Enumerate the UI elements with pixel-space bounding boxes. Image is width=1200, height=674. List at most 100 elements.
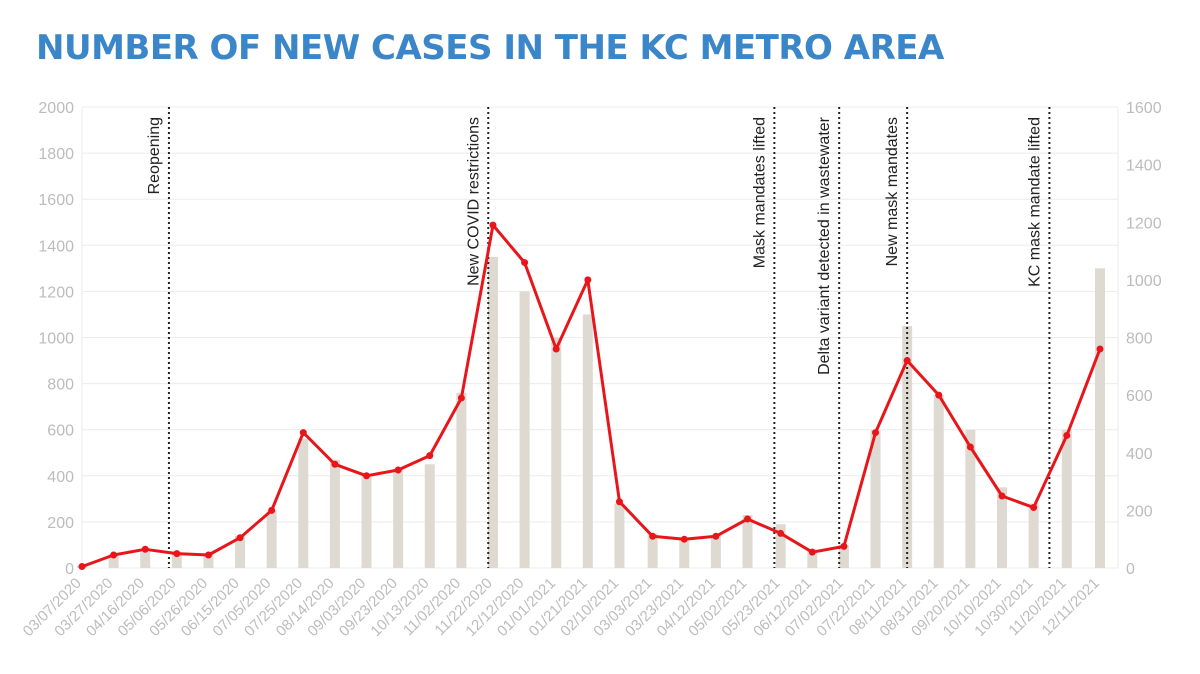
- bar: [456, 392, 467, 568]
- grid-lines: [81, 106, 1119, 569]
- line-point: [363, 472, 371, 480]
- line-point: [615, 498, 623, 506]
- bar: [551, 337, 562, 568]
- bar: [647, 533, 658, 568]
- line-point: [712, 532, 720, 540]
- bar: [487, 256, 498, 568]
- annotation-label: New COVID restrictions: [465, 117, 482, 286]
- bar: [203, 554, 214, 568]
- y-tick-label: 1000: [38, 331, 74, 348]
- bar: [870, 429, 881, 568]
- y-tick-label: 1200: [38, 284, 74, 301]
- bar: [329, 459, 340, 568]
- line-point: [552, 345, 560, 353]
- line-point: [204, 551, 212, 559]
- line-point: [521, 259, 529, 267]
- y-tick-label: 1400: [38, 238, 74, 255]
- line-point: [808, 548, 816, 556]
- line-point: [457, 394, 465, 402]
- bar: [679, 538, 690, 568]
- line-series: [78, 221, 1104, 571]
- line-point: [331, 460, 339, 468]
- bar: [710, 535, 721, 568]
- y-axis-left: 0 200 400 600 800 1000 1200 1400 1600 1800 2000: [38, 100, 74, 578]
- line-point: [141, 545, 149, 553]
- bar: [519, 291, 530, 568]
- line-point: [1096, 345, 1104, 353]
- y-tick-label: 0: [65, 561, 74, 578]
- y-tick-label: 2000: [38, 100, 74, 117]
- y-tick-label: 200: [47, 515, 74, 532]
- y2-tick-label: 600: [1126, 388, 1153, 405]
- line-point: [680, 535, 688, 543]
- bar: [140, 551, 151, 568]
- y2-tick-label: 1400: [1126, 158, 1162, 175]
- y-axis-right: 0 200 400 600 800 1000 1200 1400 1600: [1126, 100, 1162, 578]
- y-tick-label: 800: [47, 377, 74, 394]
- line-point: [872, 429, 880, 437]
- bar: [266, 510, 277, 568]
- bar-series: [77, 256, 1105, 568]
- bar: [933, 395, 944, 568]
- line-point: [268, 506, 276, 514]
- annotation-lines: Reopening New COVID restrictions Mask mand…: [146, 107, 1051, 568]
- line-point: [1063, 431, 1071, 439]
- y2-tick-label: 1000: [1126, 273, 1162, 290]
- line-point: [998, 492, 1006, 500]
- bar: [393, 468, 404, 568]
- bar: [298, 438, 309, 568]
- bar: [614, 503, 625, 568]
- bar: [108, 554, 119, 568]
- annotation-label: KC mask mandate lifted: [1026, 117, 1043, 287]
- y2-tick-label: 800: [1126, 331, 1153, 348]
- annotation-label: New mask mandates: [884, 117, 901, 266]
- annotation-label: Reopening: [146, 117, 163, 194]
- line-point: [584, 276, 592, 284]
- bar: [838, 544, 849, 568]
- bar: [582, 314, 593, 568]
- y2-tick-label: 200: [1126, 503, 1153, 520]
- line-point: [236, 534, 244, 542]
- y2-tick-label: 1200: [1126, 215, 1162, 232]
- line-point: [777, 529, 785, 537]
- bar: [902, 325, 913, 568]
- chart-title: NUMBER OF NEW CASES IN THE KC METRO AREA: [36, 28, 944, 68]
- annotation-label: Delta variant detected in wastewater: [816, 116, 833, 375]
- line-point: [426, 452, 434, 460]
- line-point: [935, 391, 943, 399]
- bar: [1095, 268, 1105, 568]
- y-tick-label: 600: [47, 423, 74, 440]
- y-tick-label: 400: [47, 469, 74, 486]
- line-point: [903, 357, 911, 365]
- line-point: [394, 466, 402, 474]
- y-tick-label: 1800: [38, 146, 74, 163]
- line-point: [78, 563, 86, 571]
- bar: [742, 514, 753, 568]
- y2-tick-label: 400: [1126, 446, 1153, 463]
- line-point: [299, 429, 307, 437]
- y-tick-label: 1600: [38, 192, 74, 209]
- bar: [996, 487, 1007, 568]
- bar: [775, 524, 786, 568]
- x-axis: 03/07/202003/27/202004/16/202005/06/2020…: [20, 575, 1103, 640]
- bar: [361, 475, 372, 568]
- line-point: [1030, 503, 1038, 511]
- bar: [1028, 503, 1039, 568]
- line-point: [173, 550, 181, 558]
- bar: [171, 554, 182, 568]
- y2-tick-label: 0: [1126, 561, 1135, 578]
- bar: [807, 549, 818, 568]
- y2-tick-label: 1600: [1126, 100, 1162, 117]
- annotation-label: Mask mandates lifted: [751, 117, 768, 268]
- bar: [1061, 429, 1072, 568]
- line-point: [840, 542, 848, 550]
- bar: [965, 429, 976, 568]
- line-point: [489, 221, 497, 229]
- bar: [235, 535, 246, 568]
- line-point: [966, 443, 974, 451]
- line-point: [743, 515, 751, 523]
- line-point: [649, 532, 657, 540]
- line-point: [110, 551, 118, 559]
